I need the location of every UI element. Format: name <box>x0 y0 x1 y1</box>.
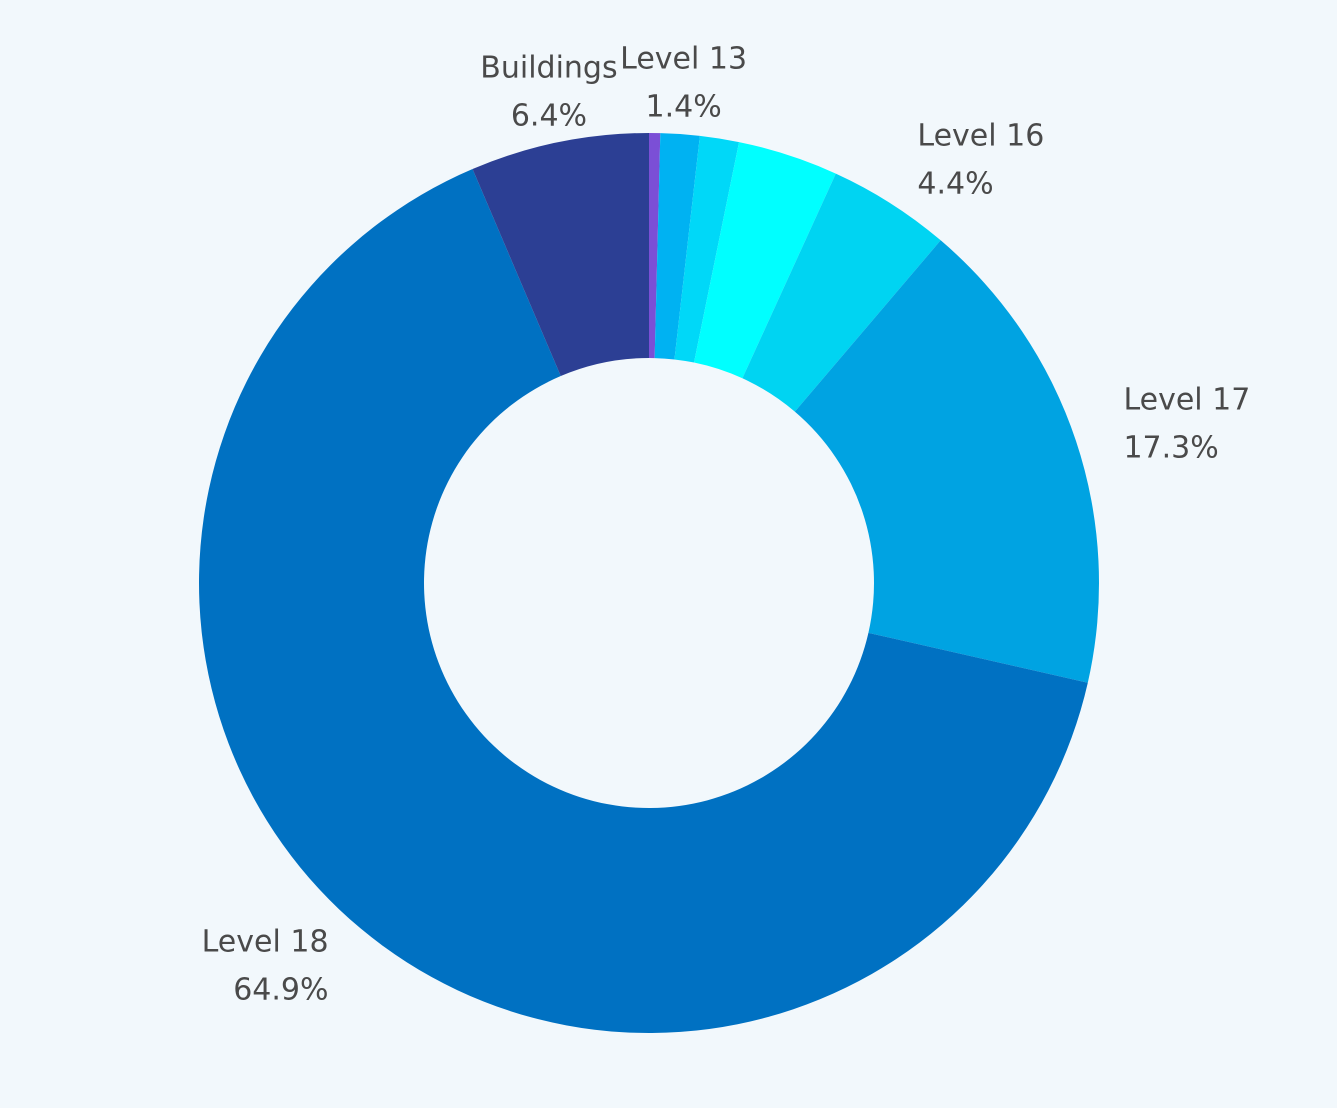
segment-value-label: 1.4% <box>645 90 721 125</box>
segment-label: Level 18 <box>202 924 329 959</box>
donut-segment <box>674 135 740 363</box>
segment-label: Buildings <box>480 51 617 86</box>
donut-segment <box>199 169 1088 1034</box>
segment-value-label: 17.3% <box>1123 431 1218 466</box>
segment-value-label: 64.9% <box>233 972 328 1007</box>
donut-segment <box>742 173 941 412</box>
donut-segment <box>694 142 836 379</box>
segment-label: Level 13 <box>620 42 747 77</box>
donut-segment <box>472 133 649 377</box>
segment-value-label: 4.4% <box>917 167 993 202</box>
donut-segment <box>654 133 700 360</box>
donut-segment <box>649 133 661 359</box>
segment-label: Level 17 <box>1123 383 1250 418</box>
donut-segment <box>794 240 1100 683</box>
segment-value-label: 6.4% <box>511 99 587 134</box>
segment-label: Level 16 <box>917 119 1044 154</box>
